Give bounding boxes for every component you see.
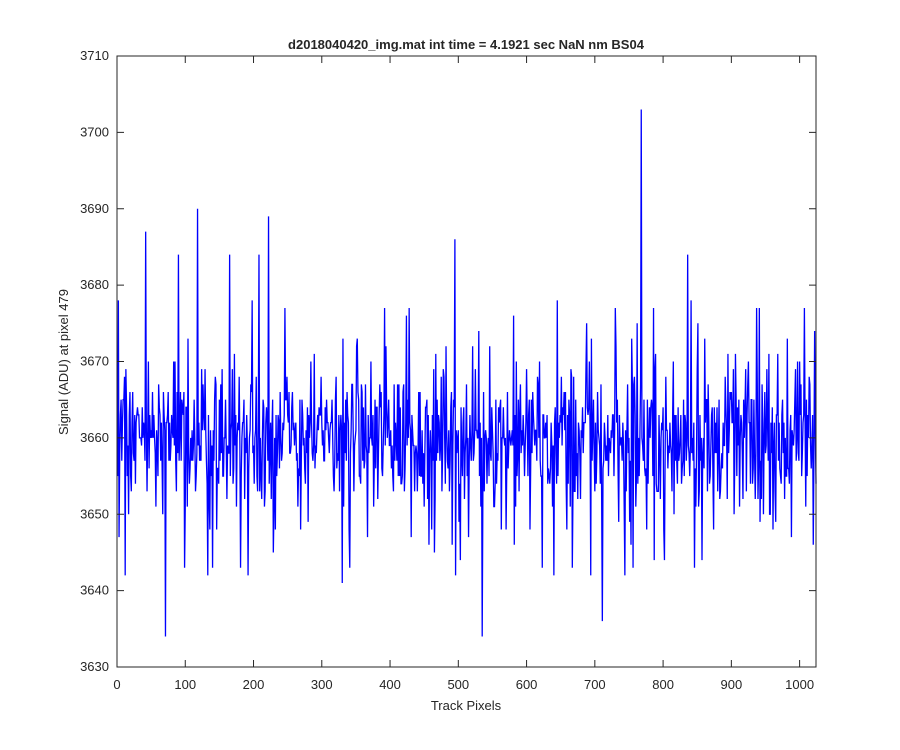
x-tick-label: 200 <box>243 677 265 692</box>
y-tick-label: 3680 <box>80 277 109 292</box>
x-tick-label: 0 <box>113 677 120 692</box>
y-tick-label: 3710 <box>80 48 109 63</box>
x-axis-label: Track Pixels <box>431 698 502 713</box>
y-tick-label: 3690 <box>80 201 109 216</box>
chart-title: d2018040420_img.mat int time = 4.1921 se… <box>288 37 645 52</box>
axis-ticks: 0 100 200 300 400 500 600 700 800 900 1000 3630 3640… <box>80 48 816 692</box>
x-tick-label: 500 <box>447 677 469 692</box>
signal-series <box>117 109 817 637</box>
y-axis-label: Signal (ADU) at pixel 479 <box>56 289 71 435</box>
y-tick-label: 3630 <box>80 659 109 674</box>
signal-line <box>117 109 817 637</box>
x-tick-label: 900 <box>721 677 743 692</box>
x-tick-label: 400 <box>379 677 401 692</box>
x-tick-label: 700 <box>584 677 606 692</box>
x-tick-label: 1000 <box>785 677 814 692</box>
y-tick-label: 3670 <box>80 354 109 369</box>
y-tick-label: 3660 <box>80 430 109 445</box>
y-tick-label: 3700 <box>80 124 109 139</box>
x-tick-label: 800 <box>652 677 674 692</box>
axes-background <box>117 56 816 667</box>
y-tick-label: 3640 <box>80 583 109 598</box>
x-tick-label: 100 <box>174 677 196 692</box>
y-tick-label: 3650 <box>80 506 109 521</box>
x-tick-label: 600 <box>516 677 538 692</box>
x-tick-label: 300 <box>311 677 333 692</box>
